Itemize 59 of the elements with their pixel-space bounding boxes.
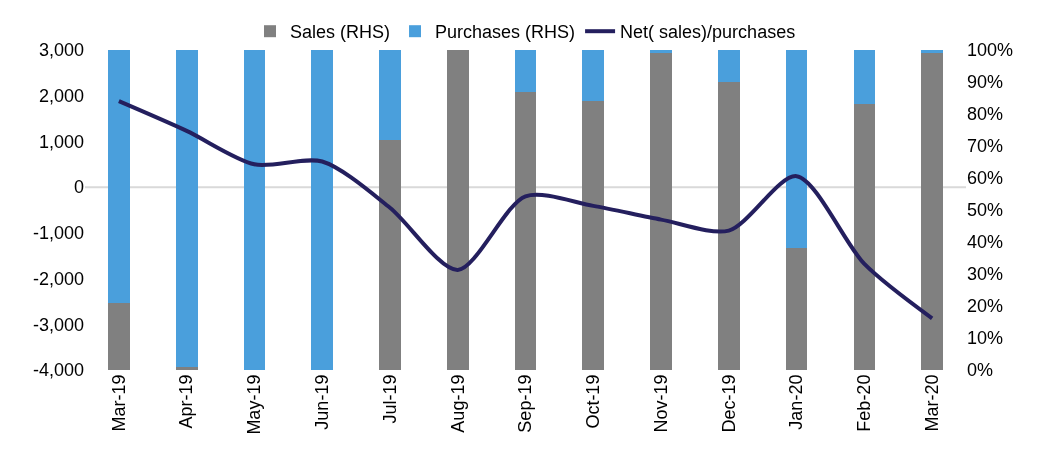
bar <box>108 302 130 370</box>
bar <box>853 104 876 370</box>
legend-label: Purchases (RHS) <box>435 22 576 43</box>
x-tick-label: Mar-20 <box>921 374 942 432</box>
bar <box>853 50 876 105</box>
x-tick-label: Mar-19 <box>108 374 129 432</box>
y2-tick-label: 60% <box>967 168 1004 189</box>
x-tick-label: Jun-19 <box>312 374 333 430</box>
bar <box>175 366 198 370</box>
y2-tick-label: 20% <box>967 296 1004 317</box>
bar <box>175 50 198 367</box>
legend-label: Sales (RHS) <box>290 22 391 43</box>
x-tick-label: Oct-19 <box>583 374 604 429</box>
y2-tick-label: 70% <box>967 136 1004 157</box>
line-series <box>116 99 935 321</box>
x-tick-label: Sep-19 <box>515 374 536 433</box>
y-tick-label: -4,000 <box>32 360 84 381</box>
bar <box>785 248 808 370</box>
x-tick-label: Dec-19 <box>718 374 739 433</box>
y-tick-label: -2,000 <box>32 268 84 289</box>
bar <box>785 50 808 249</box>
legend-label: Net( sales)/purchases <box>620 22 796 43</box>
y-tick-label: -3,000 <box>32 314 84 335</box>
y2-tick-label: 30% <box>967 264 1004 285</box>
bar <box>108 50 130 303</box>
y-tick-label: 3,000 <box>38 40 84 61</box>
x-tick-label: Aug-19 <box>447 374 468 433</box>
y-tick-label: -1,000 <box>32 223 84 244</box>
bar <box>921 53 943 370</box>
y2-tick-label: 50% <box>967 200 1004 221</box>
bar <box>717 82 740 370</box>
bar <box>514 91 537 370</box>
bar <box>717 50 740 82</box>
bar <box>379 50 401 140</box>
bar <box>446 50 469 370</box>
bar <box>379 139 401 370</box>
bar <box>921 50 943 54</box>
x-tick-label: May-19 <box>244 374 265 435</box>
x-tick-label: Feb-20 <box>854 374 875 432</box>
y-tick-label: 2,000 <box>38 86 84 107</box>
y2-tick-label: 90% <box>967 72 1004 93</box>
y2-tick-label: 40% <box>967 232 1004 253</box>
x-tick-label: Nov-19 <box>650 374 671 433</box>
y-tick-label: 1,000 <box>38 131 84 152</box>
x-tick-label: Jul-19 <box>379 374 400 424</box>
x-tick-label: Apr-19 <box>176 374 197 429</box>
x-tick-label: Jan-20 <box>786 374 807 430</box>
y-tick-label: 0 <box>73 177 84 198</box>
bar <box>582 50 605 102</box>
y2-tick-label: 0% <box>967 360 994 381</box>
y2-tick-label: 100% <box>967 40 1014 61</box>
bar <box>514 50 537 92</box>
bar <box>311 50 334 370</box>
bar <box>243 50 266 370</box>
y2-tick-label: 10% <box>967 328 1004 349</box>
bar <box>650 53 672 370</box>
y2-tick-label: 80% <box>967 104 1004 125</box>
bar <box>582 101 605 370</box>
bar <box>650 50 672 54</box>
